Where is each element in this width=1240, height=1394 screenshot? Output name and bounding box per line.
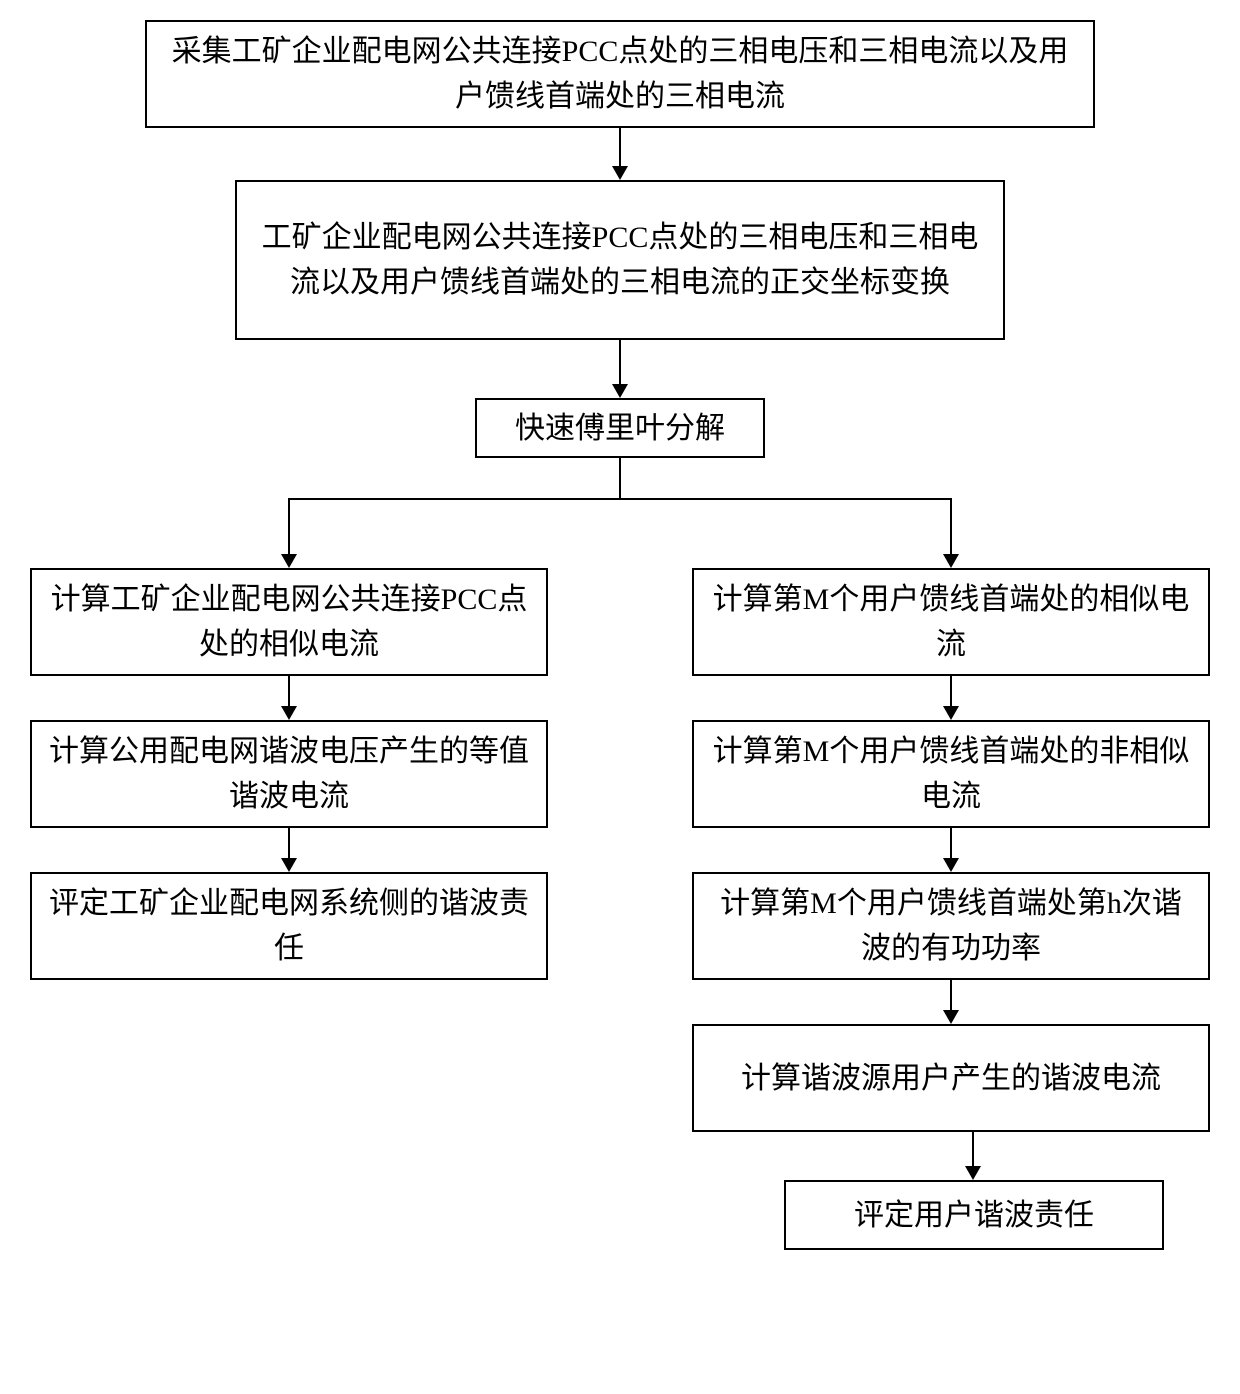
arrow-head-icon (943, 858, 959, 872)
node-text: 计算谐波源用户产生的谐波电流 (741, 1056, 1161, 1101)
flowchart-node-calc-equiv-harmonic: 计算公用配电网谐波电压产生的等值谐波电流 (30, 720, 548, 828)
arrow-line (619, 340, 621, 386)
node-text: 快速傅里叶分解 (515, 406, 725, 451)
arrow-head-icon (943, 706, 959, 720)
arrow-head-icon (281, 706, 297, 720)
arrow-head-icon (281, 858, 297, 872)
flowchart-node-fft: 快速傅里叶分解 (475, 398, 765, 458)
arrow-line (288, 828, 290, 860)
arrow-head-icon (612, 384, 628, 398)
arrow-line (972, 1132, 974, 1168)
node-text: 评定用户谐波责任 (854, 1193, 1094, 1238)
node-text: 计算公用配电网谐波电压产生的等值谐波电流 (48, 729, 530, 819)
arrow-head-icon (965, 1166, 981, 1180)
arrow-line (950, 828, 952, 860)
arrow-head-icon (612, 166, 628, 180)
node-text: 计算第M个用户馈线首端处的相似电流 (710, 577, 1192, 667)
flowchart-node-collect: 采集工矿企业配电网公共连接PCC点处的三相电压和三相电流以及用户馈线首端处的三相… (145, 20, 1095, 128)
arrow-line (619, 458, 621, 500)
arrow-line (950, 676, 952, 708)
arrow-line (950, 498, 952, 556)
flowchart-node-assess-user-responsibility: 评定用户谐波责任 (784, 1180, 1164, 1250)
flowchart-node-calc-pcc-similar: 计算工矿企业配电网公共连接PCC点处的相似电流 (30, 568, 548, 676)
arrow-line (288, 498, 290, 556)
arrow-line (619, 498, 951, 500)
arrow-head-icon (943, 1010, 959, 1024)
arrow-line (289, 498, 621, 500)
arrow-line (950, 980, 952, 1012)
arrow-line (619, 128, 621, 168)
node-text: 计算工矿企业配电网公共连接PCC点处的相似电流 (48, 577, 530, 667)
flowchart-node-calc-feeder-similar: 计算第M个用户馈线首端处的相似电流 (692, 568, 1210, 676)
flowchart-node-transform: 工矿企业配电网公共连接PCC点处的三相电压和三相电流以及用户馈线首端处的三相电流… (235, 180, 1005, 340)
flowchart-node-calc-harmonic-power: 计算第M个用户馈线首端处第h次谐波的有功功率 (692, 872, 1210, 980)
flowchart-node-calc-feeder-nonsimilar: 计算第M个用户馈线首端处的非相似电流 (692, 720, 1210, 828)
flowchart-node-calc-harmonic-current: 计算谐波源用户产生的谐波电流 (692, 1024, 1210, 1132)
flowchart-node-assess-system-side: 评定工矿企业配电网系统侧的谐波责任 (30, 872, 548, 980)
arrow-head-icon (281, 554, 297, 568)
node-text: 评定工矿企业配电网系统侧的谐波责任 (48, 881, 530, 971)
node-text: 工矿企业配电网公共连接PCC点处的三相电压和三相电流以及用户馈线首端处的三相电流… (253, 215, 987, 305)
node-text: 计算第M个用户馈线首端处的非相似电流 (710, 729, 1192, 819)
node-text: 采集工矿企业配电网公共连接PCC点处的三相电压和三相电流以及用户馈线首端处的三相… (163, 29, 1077, 119)
node-text: 计算第M个用户馈线首端处第h次谐波的有功功率 (710, 881, 1192, 971)
arrow-head-icon (943, 554, 959, 568)
arrow-line (288, 676, 290, 708)
